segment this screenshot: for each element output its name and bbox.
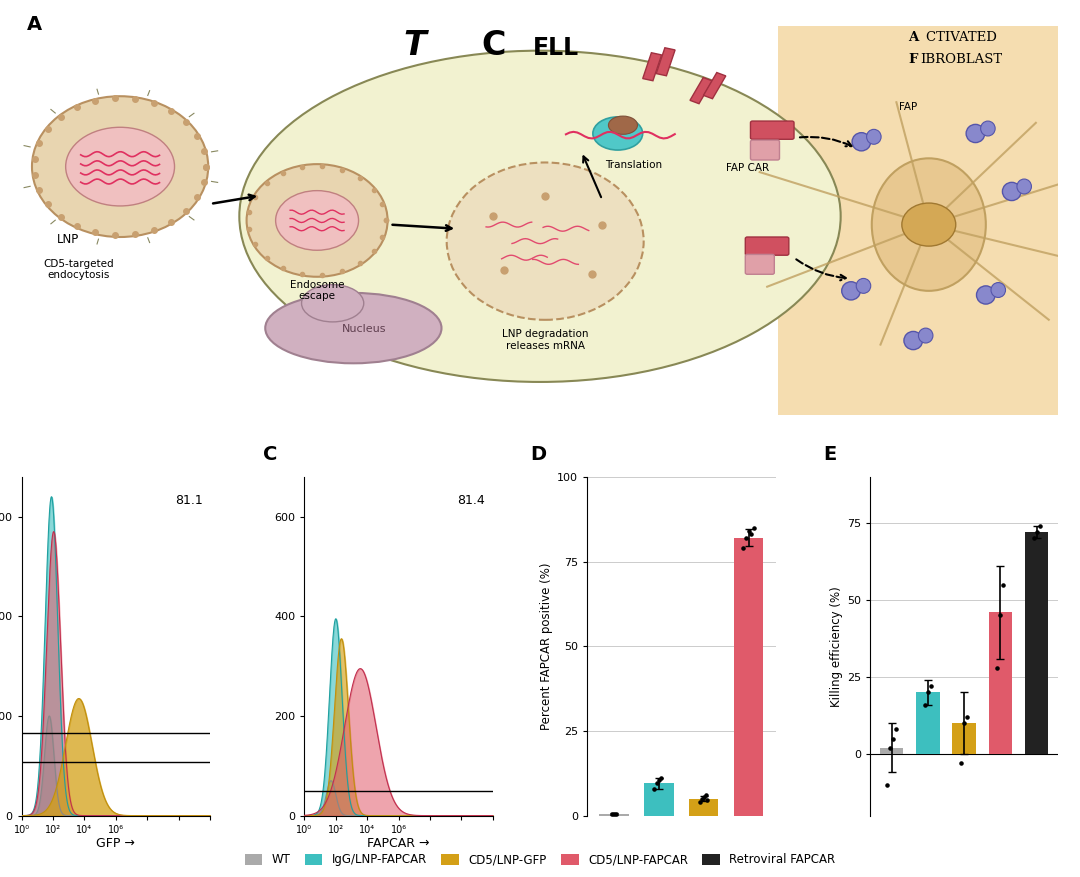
Text: C: C [481,29,505,61]
Ellipse shape [856,278,870,293]
Ellipse shape [967,125,985,143]
Legend: WT, IgG/LNP-FAPCAR, CD5/LNP-GFP, CD5/LNP-FAPCAR, Retroviral FAPCAR: WT, IgG/LNP-FAPCAR, CD5/LNP-GFP, CD5/LNP… [240,849,840,871]
Ellipse shape [902,203,956,246]
Ellipse shape [301,285,364,322]
Bar [734,538,764,816]
Text: 81.1: 81.1 [175,494,203,507]
Ellipse shape [1017,179,1031,194]
Bar [645,783,674,816]
Text: 81.4: 81.4 [458,494,485,507]
Ellipse shape [991,282,1005,297]
Ellipse shape [841,282,861,300]
Ellipse shape [266,293,442,363]
Text: IBROBLAST: IBROBLAST [920,53,1002,66]
Text: E: E [823,445,836,464]
Bar [953,724,976,754]
Polygon shape [657,47,675,75]
Text: ELL: ELL [532,36,579,60]
Polygon shape [690,77,713,103]
Ellipse shape [66,127,175,206]
FancyBboxPatch shape [745,237,788,255]
Bar [689,799,718,816]
FancyBboxPatch shape [751,121,794,139]
X-axis label: GFP →: GFP → [96,838,135,851]
Bar [599,814,629,816]
FancyBboxPatch shape [751,140,780,160]
Y-axis label: Percent FAPCAR positive (%): Percent FAPCAR positive (%) [540,562,553,730]
Bar [880,748,904,754]
Y-axis label: Killing efficiency (%): Killing efficiency (%) [829,586,842,707]
Text: CD5-targeted
endocytosis: CD5-targeted endocytosis [43,259,113,281]
Text: T: T [404,29,438,61]
Text: F: F [908,53,917,66]
Ellipse shape [918,328,933,343]
Text: FAP CAR: FAP CAR [726,163,769,173]
FancyBboxPatch shape [745,254,774,275]
Ellipse shape [593,117,643,150]
Ellipse shape [608,116,637,134]
Text: LNP: LNP [57,232,80,246]
Text: FAP: FAP [899,103,917,112]
Ellipse shape [1002,182,1021,201]
Text: A: A [908,31,918,44]
Bar [988,612,1012,754]
Circle shape [246,164,388,277]
X-axis label: FAPCAR →: FAPCAR → [367,838,430,851]
Text: CTIVATED: CTIVATED [926,31,1001,44]
Text: Nucleus: Nucleus [341,324,386,334]
Text: C: C [262,445,278,464]
Ellipse shape [872,159,986,291]
Ellipse shape [852,132,870,151]
Ellipse shape [904,332,922,350]
Ellipse shape [240,51,840,382]
Text: A: A [27,15,42,34]
Polygon shape [703,73,726,99]
Bar [916,693,940,754]
Text: Translation: Translation [605,160,662,170]
Ellipse shape [275,190,359,250]
Ellipse shape [981,121,995,136]
Circle shape [32,96,208,237]
Circle shape [447,162,644,320]
Ellipse shape [866,129,881,144]
Bar [1025,532,1049,754]
Polygon shape [643,53,662,81]
Polygon shape [779,25,1058,415]
Text: Endosome
escape: Endosome escape [289,280,345,301]
Text: D: D [530,445,546,464]
Ellipse shape [976,286,995,304]
Text: LNP degradation
releases mRNA: LNP degradation releases mRNA [502,329,589,351]
